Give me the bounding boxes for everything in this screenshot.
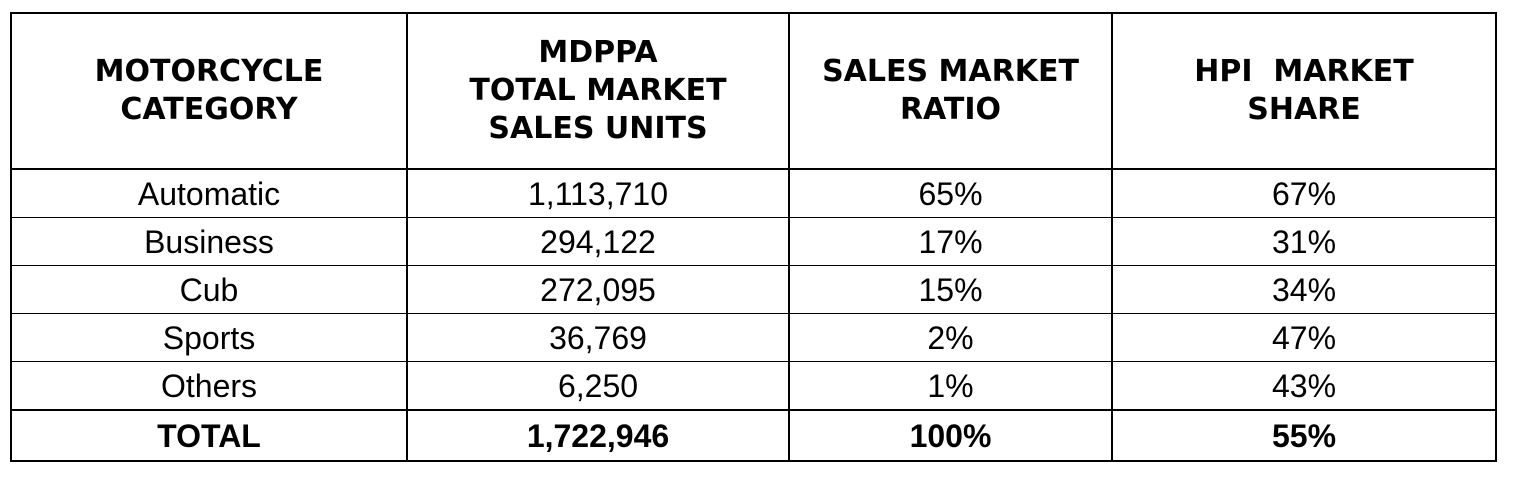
sales-units-cell: 6,250 bbox=[406, 361, 790, 411]
table-row: Sports 36,769 2% 47% bbox=[10, 313, 1497, 362]
total-row: TOTAL 1,722,946 100% 55% bbox=[10, 409, 1497, 462]
table-header: MOTORCYCLE CATEGORY MDPPA TOTAL MARKET S… bbox=[10, 12, 1497, 170]
header-line: MDPPA bbox=[538, 35, 658, 70]
header-line: RATIO bbox=[899, 92, 1002, 127]
category-cell: Others bbox=[10, 361, 408, 411]
sales-ratio-cell: 1% bbox=[788, 361, 1113, 411]
category-cell: Sports bbox=[10, 313, 408, 362]
sales-units-cell: 36,769 bbox=[406, 313, 790, 362]
sales-ratio-cell: 15% bbox=[788, 265, 1113, 314]
header-line: CATEGORY bbox=[120, 92, 298, 127]
header-motorcycle-category: MOTORCYCLE CATEGORY bbox=[10, 12, 408, 170]
table-row: Cub 272,095 15% 34% bbox=[10, 265, 1497, 314]
sales-units-cell: 294,122 bbox=[406, 217, 790, 266]
total-label-cell: TOTAL bbox=[10, 409, 408, 462]
market-share-cell: 43% bbox=[1111, 361, 1497, 411]
header-mdppa-total-market-sales-units: MDPPA TOTAL MARKET SALES UNITS bbox=[406, 12, 790, 170]
market-share-cell: 47% bbox=[1111, 313, 1497, 362]
category-cell: Cub bbox=[10, 265, 408, 314]
total-sales-ratio-cell: 100% bbox=[788, 409, 1113, 462]
table-body: Automatic 1,113,710 65% 67% Business 294… bbox=[10, 168, 1497, 411]
header-line: MOTORCYCLE bbox=[94, 54, 324, 89]
header-line: SHARE bbox=[1247, 92, 1361, 127]
sales-units-cell: 1,113,710 bbox=[406, 168, 790, 218]
sales-ratio-cell: 17% bbox=[788, 217, 1113, 266]
category-cell: Automatic bbox=[10, 168, 408, 218]
header-line: SALES MARKET bbox=[822, 54, 1079, 89]
total-sales-units-cell: 1,722,946 bbox=[406, 409, 790, 462]
total-market-share-cell: 55% bbox=[1111, 409, 1497, 462]
table-footer: TOTAL 1,722,946 100% 55% bbox=[10, 409, 1497, 462]
sales-ratio-cell: 65% bbox=[788, 168, 1113, 218]
header-row: MOTORCYCLE CATEGORY MDPPA TOTAL MARKET S… bbox=[10, 12, 1497, 170]
table-row: Automatic 1,113,710 65% 67% bbox=[10, 168, 1497, 218]
header-line: HPI MARKET bbox=[1194, 54, 1414, 89]
table-row: Others 6,250 1% 43% bbox=[10, 361, 1497, 411]
market-share-cell: 31% bbox=[1111, 217, 1497, 266]
sales-units-cell: 272,095 bbox=[406, 265, 790, 314]
header-line: TOTAL MARKET bbox=[469, 73, 727, 108]
sales-ratio-cell: 2% bbox=[788, 313, 1113, 362]
market-share-cell: 34% bbox=[1111, 265, 1497, 314]
table-row: Business 294,122 17% 31% bbox=[10, 217, 1497, 266]
header-sales-market-ratio: SALES MARKET RATIO bbox=[788, 12, 1113, 170]
market-share-cell: 67% bbox=[1111, 168, 1497, 218]
header-hpi-market-share: HPI MARKET SHARE bbox=[1111, 12, 1497, 170]
motorcycle-market-table: MOTORCYCLE CATEGORY MDPPA TOTAL MARKET S… bbox=[10, 12, 1497, 462]
header-line: SALES UNITS bbox=[488, 111, 708, 146]
category-cell: Business bbox=[10, 217, 408, 266]
